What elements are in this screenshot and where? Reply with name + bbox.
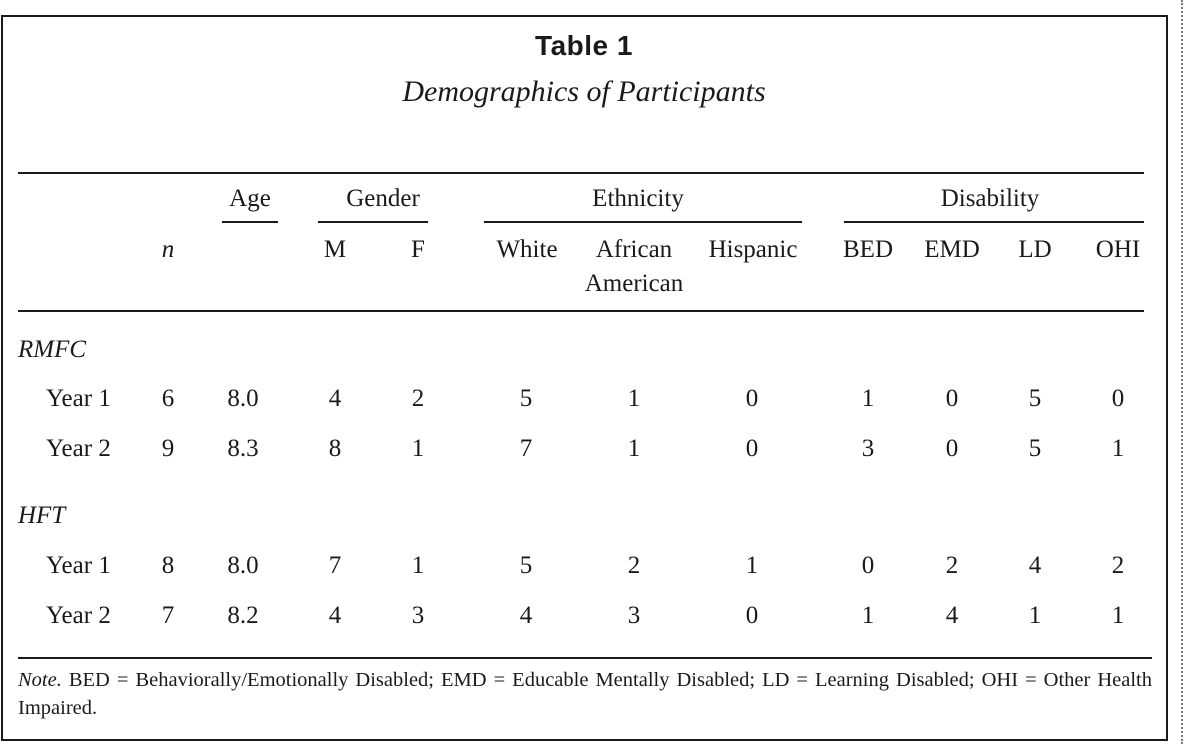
header-ld: LD: [1018, 236, 1052, 263]
group-label-hft: HFT: [18, 502, 66, 529]
cell-african-american: 1: [627, 385, 641, 412]
page-edge-divider: [1181, 0, 1183, 744]
cell-white: 5: [519, 552, 533, 579]
table-bottom-rule: [18, 657, 1152, 659]
row-label: Year 1: [46, 552, 111, 579]
top-rule: [18, 172, 1144, 174]
header-american: American: [584, 270, 684, 297]
cell-african-american: 2: [627, 552, 641, 579]
note-text: BED = Behaviorally/Emotionally Disabled;…: [18, 669, 1152, 719]
header-disability: Disability: [940, 185, 1040, 212]
cell-f: 1: [411, 435, 425, 462]
cell-ld: 5: [1028, 385, 1042, 412]
header-gender: Gender: [346, 185, 420, 212]
header-age: Age: [229, 185, 271, 212]
row-label: Year 1: [46, 385, 111, 412]
header-ohi: OHI: [1095, 236, 1141, 263]
table-frame: [1, 15, 1168, 741]
note-label: Note.: [18, 669, 62, 691]
cell-bed: 1: [861, 385, 875, 412]
cell-bed: 3: [861, 435, 875, 462]
cell-hispanic: 0: [745, 602, 759, 629]
cell-age: 8.2: [227, 602, 259, 629]
table-note: Note. BED = Behaviorally/Emotionally Dis…: [18, 666, 1152, 722]
cell-emd: 0: [945, 435, 959, 462]
cell-m: 7: [328, 552, 342, 579]
header-m: M: [323, 236, 347, 263]
header-bottom-rule: [18, 310, 1144, 312]
cell-hispanic: 0: [745, 385, 759, 412]
age-rule: [222, 221, 278, 223]
cell-age: 8.3: [227, 435, 259, 462]
row-label: Year 2: [46, 602, 111, 629]
gender-rule: [318, 221, 428, 223]
cell-hispanic: 0: [745, 435, 759, 462]
cell-hispanic: 1: [745, 552, 759, 579]
cell-ld: 1: [1028, 602, 1042, 629]
group-label-rmfc: RMFC: [18, 336, 87, 363]
cell-bed: 0: [861, 552, 875, 579]
header-ethnicity: Ethnicity: [592, 185, 684, 212]
cell-african-american: 1: [627, 435, 641, 462]
cell-white: 4: [519, 602, 533, 629]
cell-n: 9: [161, 435, 175, 462]
cell-ohi: 1: [1111, 435, 1125, 462]
header-hispanic: Hispanic: [708, 236, 798, 263]
header-n: n: [161, 236, 175, 263]
header-bed: BED: [843, 236, 893, 263]
cell-emd: 0: [945, 385, 959, 412]
cell-ohi: 2: [1111, 552, 1125, 579]
cell-m: 4: [328, 602, 342, 629]
cell-n: 6: [161, 385, 175, 412]
cell-african-american: 3: [627, 602, 641, 629]
cell-white: 7: [519, 435, 533, 462]
cell-bed: 1: [861, 602, 875, 629]
cell-ld: 5: [1028, 435, 1042, 462]
cell-emd: 2: [945, 552, 959, 579]
table-title: Table 1: [535, 30, 633, 61]
cell-n: 7: [161, 602, 175, 629]
cell-f: 2: [411, 385, 425, 412]
header-f: F: [411, 236, 425, 263]
cell-m: 8: [328, 435, 342, 462]
cell-white: 5: [519, 385, 533, 412]
row-label: Year 2: [46, 435, 111, 462]
cell-ohi: 0: [1111, 385, 1125, 412]
cell-age: 8.0: [227, 552, 259, 579]
cell-age: 8.0: [227, 385, 259, 412]
cell-n: 8: [161, 552, 175, 579]
cell-m: 4: [328, 385, 342, 412]
ethnicity-rule: [484, 221, 802, 223]
cell-emd: 4: [945, 602, 959, 629]
cell-f: 1: [411, 552, 425, 579]
cell-ld: 4: [1028, 552, 1042, 579]
cell-f: 3: [411, 602, 425, 629]
header-white: White: [496, 236, 558, 263]
header-african: African: [595, 236, 673, 263]
table-subtitle: Demographics of Participants: [402, 75, 766, 108]
cell-ohi: 1: [1111, 602, 1125, 629]
disability-rule: [844, 221, 1144, 223]
header-emd: EMD: [924, 236, 980, 263]
